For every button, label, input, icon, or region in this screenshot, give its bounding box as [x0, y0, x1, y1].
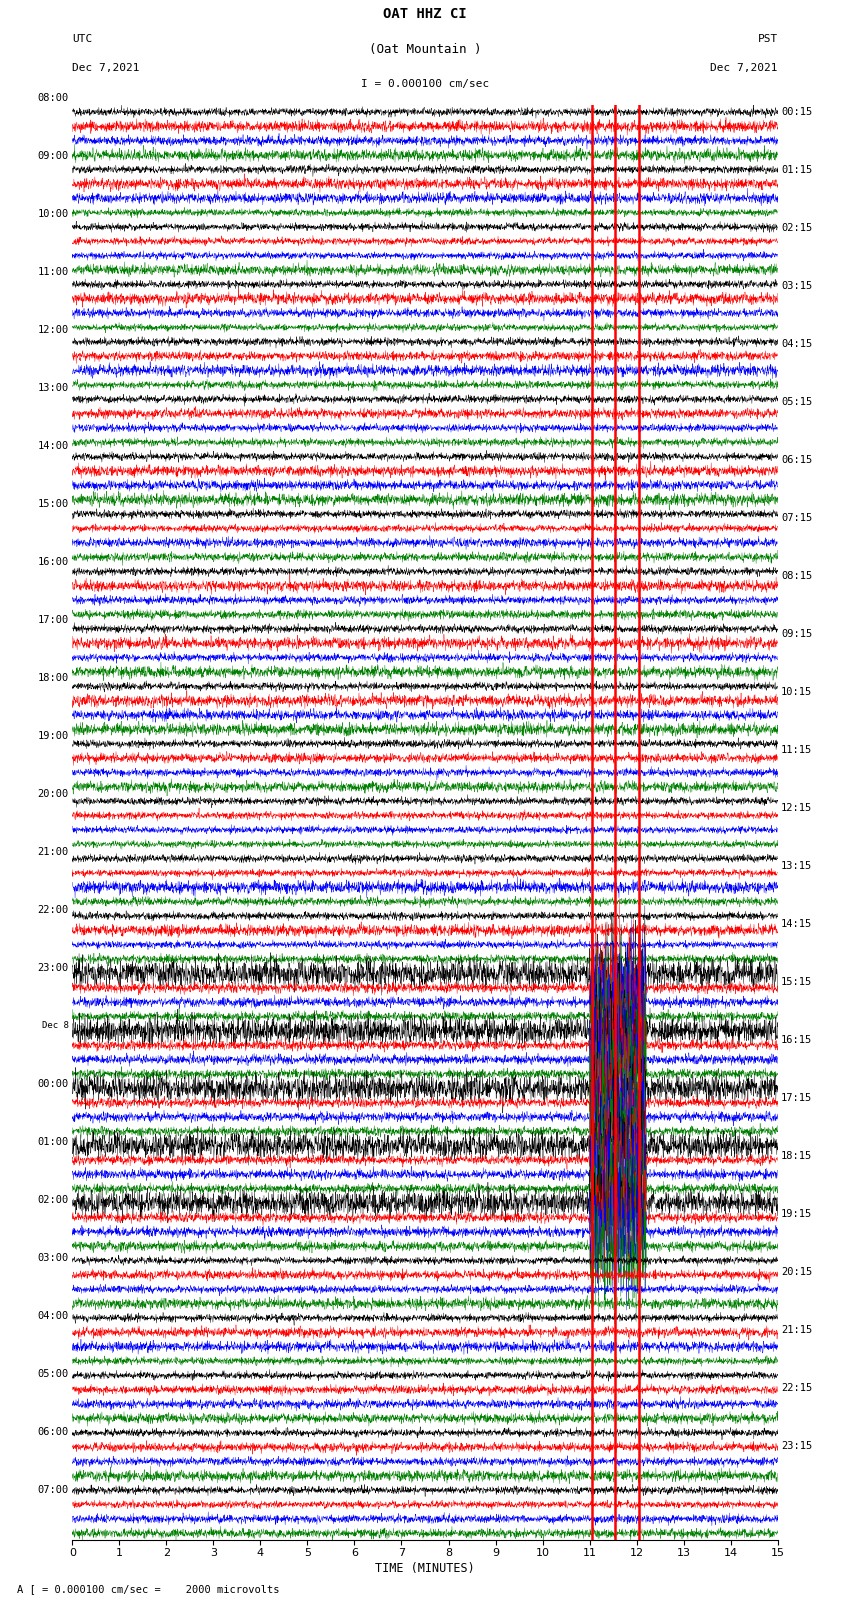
Text: 11:00: 11:00 — [37, 266, 69, 276]
Text: 00:15: 00:15 — [781, 106, 813, 118]
Text: 05:15: 05:15 — [781, 397, 813, 406]
Text: 15:15: 15:15 — [781, 977, 813, 987]
Text: PST: PST — [757, 34, 778, 44]
Text: 05:00: 05:00 — [37, 1369, 69, 1379]
Text: 19:15: 19:15 — [781, 1210, 813, 1219]
Text: 19:00: 19:00 — [37, 731, 69, 740]
Text: 07:00: 07:00 — [37, 1484, 69, 1495]
X-axis label: TIME (MINUTES): TIME (MINUTES) — [375, 1563, 475, 1576]
Text: 01:00: 01:00 — [37, 1137, 69, 1147]
Text: 12:15: 12:15 — [781, 803, 813, 813]
Text: 00:00: 00:00 — [37, 1079, 69, 1089]
Text: 21:15: 21:15 — [781, 1326, 813, 1336]
Text: 07:15: 07:15 — [781, 513, 813, 523]
Text: 16:00: 16:00 — [37, 556, 69, 566]
Text: 03:00: 03:00 — [37, 1253, 69, 1263]
Text: 11:15: 11:15 — [781, 745, 813, 755]
Text: (Oat Mountain ): (Oat Mountain ) — [369, 44, 481, 56]
Text: 15:00: 15:00 — [37, 498, 69, 508]
Text: UTC: UTC — [72, 34, 93, 44]
Text: 04:00: 04:00 — [37, 1311, 69, 1321]
Text: 22:15: 22:15 — [781, 1384, 813, 1394]
Text: 10:00: 10:00 — [37, 208, 69, 219]
Text: 18:00: 18:00 — [37, 673, 69, 682]
Text: 09:15: 09:15 — [781, 629, 813, 639]
Text: 20:15: 20:15 — [781, 1268, 813, 1277]
Text: 14:15: 14:15 — [781, 919, 813, 929]
Text: 08:15: 08:15 — [781, 571, 813, 581]
Text: 22:00: 22:00 — [37, 905, 69, 915]
Text: 18:15: 18:15 — [781, 1152, 813, 1161]
Text: 06:00: 06:00 — [37, 1426, 69, 1437]
Text: 04:15: 04:15 — [781, 339, 813, 348]
Text: 03:15: 03:15 — [781, 281, 813, 290]
Text: 01:15: 01:15 — [781, 165, 813, 176]
Text: 02:00: 02:00 — [37, 1195, 69, 1205]
Text: 09:00: 09:00 — [37, 150, 69, 161]
Text: 23:15: 23:15 — [781, 1440, 813, 1452]
Text: 08:00: 08:00 — [37, 92, 69, 103]
Text: 21:00: 21:00 — [37, 847, 69, 857]
Text: 13:00: 13:00 — [37, 382, 69, 392]
Text: Dec 7,2021: Dec 7,2021 — [711, 63, 778, 73]
Text: 13:15: 13:15 — [781, 861, 813, 871]
Text: 14:00: 14:00 — [37, 440, 69, 450]
Text: 23:00: 23:00 — [37, 963, 69, 973]
Text: 17:00: 17:00 — [37, 615, 69, 624]
Text: OAT HHZ CI: OAT HHZ CI — [383, 6, 467, 21]
Text: 16:15: 16:15 — [781, 1036, 813, 1045]
Text: 12:00: 12:00 — [37, 324, 69, 334]
Text: A [ = 0.000100 cm/sec =    2000 microvolts: A [ = 0.000100 cm/sec = 2000 microvolts — [17, 1584, 280, 1594]
Text: 06:15: 06:15 — [781, 455, 813, 465]
Text: 02:15: 02:15 — [781, 223, 813, 234]
Text: 10:15: 10:15 — [781, 687, 813, 697]
Text: 20:00: 20:00 — [37, 789, 69, 798]
Text: Dec 8: Dec 8 — [42, 1021, 69, 1031]
Text: I = 0.000100 cm/sec: I = 0.000100 cm/sec — [361, 79, 489, 89]
Text: 17:15: 17:15 — [781, 1094, 813, 1103]
Text: Dec 7,2021: Dec 7,2021 — [72, 63, 139, 73]
